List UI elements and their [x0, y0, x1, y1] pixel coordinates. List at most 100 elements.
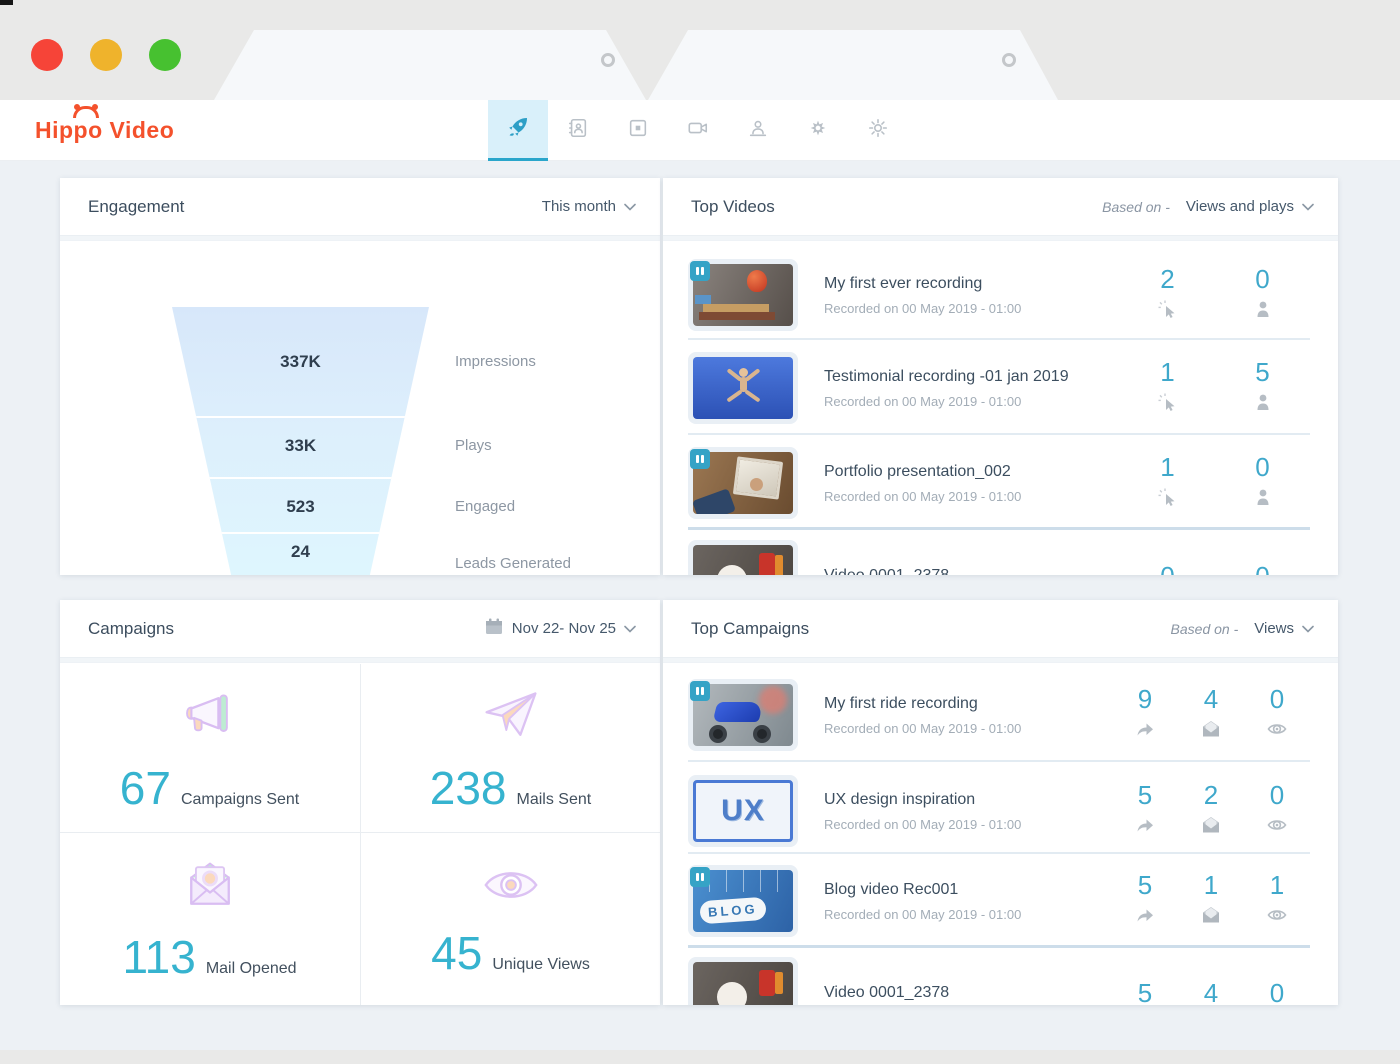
- browser-tab-1[interactable]: [214, 30, 646, 100]
- video-title: Testimonial recording -01 jan 2019: [824, 367, 1069, 385]
- campaigns-sent-value: 67: [119, 761, 171, 814]
- funnel-label: Leads Generated: [455, 555, 571, 572]
- campaign-recorded-date: Recorded on 00 May 2019 - 01:00: [824, 816, 1022, 832]
- clicks-count: 0: [1160, 563, 1174, 575]
- date-range-value: Nov 22- Nov 25: [511, 620, 616, 637]
- based-on-label: Based on -: [1102, 198, 1170, 215]
- gear-icon: [867, 117, 889, 144]
- campaign-recorded-date: Recorded on 00 May 2019 - 01:00: [824, 906, 1022, 922]
- video-row[interactable]: Testimonial recording -01 jan 2019 Recor…: [688, 345, 1310, 431]
- share-arrow-icon: [1135, 719, 1155, 744]
- contacts-icon: [567, 117, 589, 144]
- top-videos-title: Top Videos: [691, 196, 775, 216]
- campaign-row[interactable]: Video 0001_2378 5 4 0: [688, 950, 1310, 1005]
- engagement-panel: Engagement This month 337K 33K 523 24 Im…: [60, 178, 660, 575]
- mail-opened-icon: [179, 855, 241, 920]
- click-cursor-icon: [1158, 392, 1178, 417]
- close-window-button[interactable]: [31, 39, 63, 71]
- video-row[interactable]: My first ever recording Recorded on 00 M…: [688, 252, 1310, 338]
- share-arrow-icon: [1135, 815, 1155, 840]
- mail-opened-value: 113: [122, 930, 196, 983]
- nav-settings[interactable]: [848, 100, 908, 161]
- chevron-down-icon: [1302, 198, 1314, 215]
- clicks-count: 1: [1160, 357, 1175, 387]
- maximize-window-button[interactable]: [149, 39, 181, 71]
- views-count: 0: [1269, 978, 1285, 1005]
- funnel-value: 33K: [284, 436, 317, 455]
- top-videos-panel: Top Videos Based on - Views and plays My…: [663, 178, 1338, 575]
- panel-divider: [60, 235, 660, 241]
- video-badge-icon: [690, 261, 710, 281]
- video-badge-icon: [690, 681, 710, 701]
- video-thumbnail: [688, 540, 798, 575]
- clicks-count: 2: [1160, 264, 1175, 294]
- views-count: 1: [1269, 870, 1285, 900]
- unique-views-value: 45: [431, 926, 483, 979]
- nav-teams[interactable]: [728, 100, 788, 161]
- nav-integrations[interactable]: [788, 100, 848, 161]
- megaphone-icon: [179, 686, 241, 751]
- paper-plane-icon: [480, 686, 542, 751]
- grid-divider: [60, 832, 660, 833]
- tab-favicon-placeholder: [601, 53, 615, 67]
- campaign-thumbnail: [688, 679, 798, 751]
- nav-video-library[interactable]: [608, 100, 668, 161]
- chevron-down-icon: [624, 620, 636, 637]
- campaigns-title: Campaigns: [88, 618, 174, 638]
- hippo-video-logo[interactable]: Hippo Video: [35, 117, 175, 143]
- opens-count: 4: [1203, 978, 1219, 1005]
- shares-count: 5: [1137, 870, 1153, 900]
- panel-divider: [60, 657, 660, 663]
- teams-icon: [747, 117, 769, 144]
- campaign-title: Video 0001_2378: [824, 984, 950, 1001]
- video-row[interactable]: Portfolio presentation_002 Recorded on 0…: [688, 440, 1310, 526]
- funnel-label: Impressions: [455, 353, 536, 370]
- row-divider: [688, 433, 1310, 435]
- click-cursor-icon: [1158, 487, 1178, 512]
- hippo-face-icon: [73, 104, 99, 118]
- video-badge-icon: [690, 449, 710, 469]
- mails-sent-stat: 238 Mails Sent: [361, 664, 660, 832]
- eye-icon: [480, 859, 542, 916]
- mails-sent-label: Mails Sent: [516, 790, 592, 808]
- campaign-recorded-date: Recorded on 00 May 2019 - 01:00: [824, 720, 1022, 736]
- rocket-icon: [506, 115, 530, 144]
- mails-sent-value: 238: [429, 761, 507, 814]
- campaign-row[interactable]: My first ride recording Recorded on 00 M…: [688, 672, 1310, 758]
- top-campaigns-panel: Top Campaigns Based on - Views My first …: [663, 600, 1338, 1005]
- engagement-period-filter[interactable]: This month: [542, 198, 636, 215]
- app-header: Hippo Video: [0, 100, 1400, 161]
- nav-dashboard[interactable]: [488, 100, 548, 161]
- video-recorded-date: Recorded on 00 May 2019 - 01:00: [824, 393, 1022, 409]
- integrations-burst-icon: [807, 117, 829, 144]
- campaign-row[interactable]: BLOG Blog video Rec001 Recorded on 00 Ma…: [688, 858, 1310, 944]
- campaign-title: UX design inspiration: [824, 790, 976, 808]
- nav-record[interactable]: [668, 100, 728, 161]
- top-videos-filter[interactable]: Views and plays: [1185, 198, 1294, 215]
- share-arrow-icon: [1135, 905, 1155, 930]
- video-thumbnail: [688, 352, 798, 424]
- campaigns-panel: Campaigns Nov 22- Nov 25 67 Campaigns Se…: [60, 600, 660, 1005]
- campaign-thumbnail: UX: [688, 775, 798, 847]
- row-divider: [688, 760, 1310, 762]
- campaigns-sent-label: Campaigns Sent: [180, 790, 300, 808]
- video-title: Portfolio presentation_002: [824, 462, 1011, 480]
- campaign-title: My first ride recording: [824, 694, 978, 712]
- browser-tab-2[interactable]: [648, 30, 1058, 100]
- video-row[interactable]: Video 0001_2378 0 0: [688, 533, 1310, 575]
- campaigns-date-range-picker[interactable]: Nov 22- Nov 25: [485, 618, 636, 639]
- mail-opened-stat: 113 Mail Opened: [60, 833, 359, 1001]
- video-recorded-date: Recorded on 00 May 2019 - 01:00: [824, 300, 1022, 316]
- row-divider: [688, 338, 1310, 340]
- nav-contacts[interactable]: [548, 100, 608, 161]
- calendar-icon: [485, 618, 503, 639]
- funnel-label: Engaged: [455, 498, 516, 515]
- top-campaigns-filter[interactable]: Views: [1254, 620, 1294, 637]
- views-count: 0: [1269, 780, 1285, 810]
- mail-open-icon: [1201, 719, 1221, 744]
- minimize-window-button[interactable]: [90, 39, 122, 71]
- video-recorded-date: Recorded on 00 May 2019 - 01:00: [824, 488, 1022, 504]
- viewers-count: 0: [1255, 563, 1269, 575]
- video-title: My first ever recording: [824, 274, 983, 292]
- campaign-row[interactable]: UX UX design inspiration Recorded on 00 …: [688, 768, 1310, 854]
